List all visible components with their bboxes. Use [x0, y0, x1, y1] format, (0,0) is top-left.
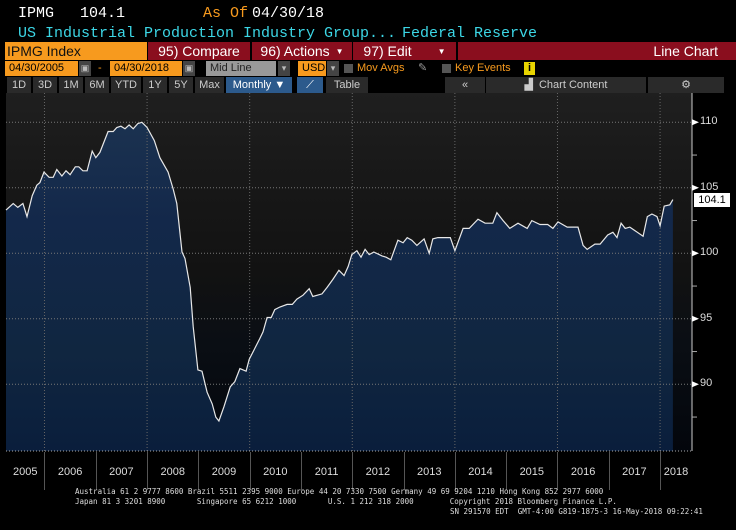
- date-row: 04/30/2005 ▣ - 04/30/2018 ▣ Mid Line ▾ U…: [0, 61, 736, 76]
- x-year-separator: [44, 452, 46, 490]
- x-year-separator: [352, 452, 354, 490]
- x-tick-label: 2012: [365, 466, 391, 478]
- footer-line-2: Japan 81 3 3201 8900 Singapore 65 6212 1…: [75, 497, 617, 506]
- x-year-separator: [660, 452, 662, 490]
- chevron-down-icon[interactable]: ▾: [327, 61, 339, 76]
- bar-chart-icon: ▟: [524, 79, 533, 91]
- x-year-separator: [403, 452, 405, 490]
- x-year-separator: [454, 452, 456, 490]
- actions-button[interactable]: 96) Actions ▼: [252, 42, 352, 60]
- y-tick-label: 95: [700, 311, 713, 324]
- x-tick-label: 2005: [12, 466, 38, 478]
- last-value-label: 104.1: [694, 192, 730, 207]
- y-tick-marker: [692, 381, 699, 388]
- x-tick-label: 2011: [314, 466, 339, 478]
- x-tick-label: 2014: [468, 466, 493, 478]
- range-1y[interactable]: 1Y: [143, 77, 167, 93]
- area-fill: [6, 122, 673, 452]
- periodicity-select[interactable]: Monthly ▼: [226, 77, 292, 93]
- x-tick-label: 2018: [663, 466, 689, 478]
- series-line: [5, 121, 674, 423]
- x-tick-label: 2017: [622, 466, 647, 478]
- line-chart-icon[interactable]: ⟋: [297, 77, 323, 93]
- x-tick-label: 2008: [160, 466, 185, 478]
- key-events-checkbox[interactable]: Key Events: [442, 61, 511, 76]
- key-events-label: Key Events: [455, 62, 511, 74]
- x-year-separator: [300, 452, 302, 490]
- x-year-separator: [608, 452, 610, 490]
- x-year-separator: [557, 452, 559, 490]
- y-tick-label: 110: [700, 115, 718, 128]
- ticker: IPMG: [18, 5, 55, 22]
- footer-line-1: Australia 61 2 9777 8600 Brazil 5511 239…: [75, 487, 604, 496]
- chevron-down-icon[interactable]: ▾: [278, 61, 290, 76]
- y-tick-marker: [692, 119, 699, 126]
- table-button[interactable]: Table: [326, 77, 368, 93]
- settings-gear-icon[interactable]: ⚙: [648, 77, 724, 93]
- y-tick-label: 100: [700, 246, 719, 259]
- range-1d[interactable]: 1D: [7, 77, 31, 93]
- chart-content-label: Chart Content: [538, 79, 608, 91]
- range-max[interactable]: Max: [195, 77, 224, 93]
- start-date-input[interactable]: 04/30/2005: [5, 61, 78, 76]
- x-year-separator: [147, 452, 149, 490]
- y-tick-label: 105: [700, 180, 719, 193]
- chart-type-label[interactable]: Line Chart: [458, 42, 736, 60]
- range-3d[interactable]: 3D: [33, 77, 57, 93]
- chevron-down-icon: ▼: [437, 47, 446, 57]
- x-year-separator: [95, 452, 97, 490]
- x-tick-label: 2010: [263, 466, 288, 478]
- mov-avgs-checkbox[interactable]: Mov Avgs: [344, 61, 405, 76]
- edit-label: 97) Edit: [363, 43, 412, 59]
- range-1m[interactable]: 1M: [59, 77, 83, 93]
- calendar-icon[interactable]: ▣: [79, 61, 91, 76]
- x-year-separator: [198, 452, 200, 490]
- mov-avgs-label: Mov Avgs: [357, 62, 405, 74]
- x-year-separator: [506, 452, 508, 490]
- checkbox-icon: [442, 63, 451, 73]
- x-tick-label: 2007: [109, 466, 134, 478]
- end-date-input[interactable]: 04/30/2018: [110, 61, 182, 76]
- range-row: 1D 3D 1M 6M YTD 1Y 5Y Max Monthly ▼ ⟋ Ta…: [0, 77, 736, 93]
- x-tick-label: 2006: [57, 466, 83, 478]
- info-icon[interactable]: i: [524, 62, 535, 75]
- as-of-date: 04/30/18: [252, 5, 325, 22]
- collapse-button[interactable]: «: [445, 77, 485, 93]
- date-separator: -: [98, 62, 102, 74]
- actions-label: 96) Actions: [260, 43, 330, 59]
- x-tick-label: 2015: [519, 466, 545, 478]
- calendar-icon[interactable]: ▣: [183, 61, 195, 76]
- x-tick-label: 2016: [570, 466, 596, 478]
- menu-bar: IPMG Index 95) Compare 96) Actions ▼ 97) …: [0, 42, 736, 60]
- range-ytd[interactable]: YTD: [111, 77, 141, 93]
- compare-button[interactable]: 95) Compare: [148, 42, 250, 60]
- edit-button[interactable]: 97) Edit ▼: [353, 42, 456, 60]
- compare-label: 95) Compare: [158, 43, 240, 59]
- x-tick-label: 2009: [211, 466, 237, 478]
- last-value: 104.1: [80, 5, 126, 22]
- x-tick-label: 2013: [416, 466, 442, 478]
- currency-select[interactable]: USD: [298, 61, 326, 76]
- line-chart: [5, 93, 699, 452]
- security-field[interactable]: IPMG Index: [5, 42, 147, 60]
- security-description: US Industrial Production Industry Group.…: [18, 25, 397, 42]
- x-year-separator: [249, 452, 251, 490]
- data-source: Federal Reserve: [402, 25, 538, 42]
- footer-line-3: SN 291570 EDT GMT-4:00 G819-1875-3 16-Ma…: [450, 507, 703, 516]
- chart-content-button[interactable]: ▟ Chart Content: [486, 77, 646, 93]
- y-tick-marker: [692, 250, 699, 257]
- y-tick-marker: [692, 315, 699, 322]
- y-tick-marker: [692, 184, 699, 191]
- y-tick-label: 90: [700, 377, 713, 390]
- pencil-icon[interactable]: ✎: [418, 62, 428, 74]
- range-5y[interactable]: 5Y: [169, 77, 193, 93]
- as-of-label: As Of: [203, 5, 249, 22]
- line-mode-select[interactable]: Mid Line: [206, 61, 276, 76]
- range-6m[interactable]: 6M: [85, 77, 109, 93]
- checkbox-icon: [344, 63, 353, 73]
- chevron-down-icon: ▼: [335, 47, 344, 57]
